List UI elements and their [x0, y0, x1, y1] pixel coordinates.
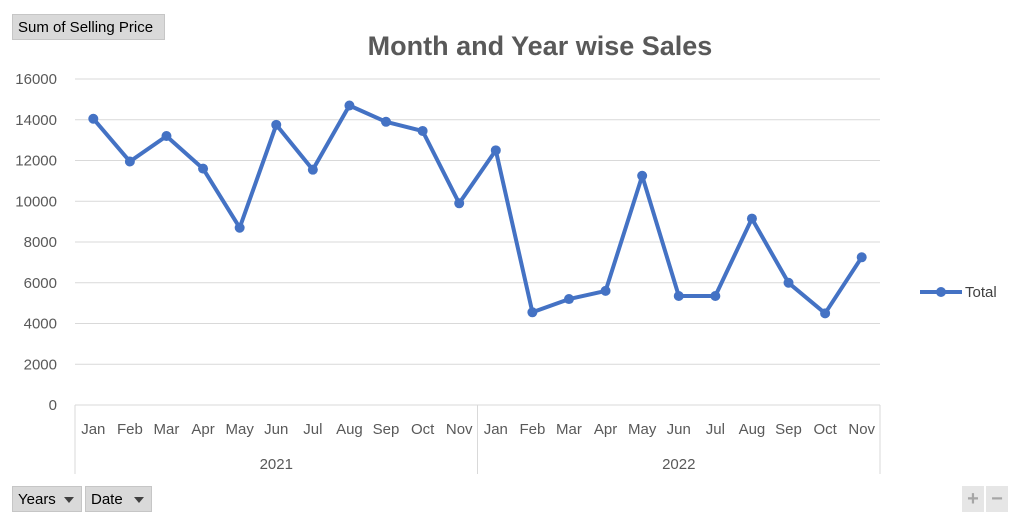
- data-point: [234, 222, 245, 233]
- chart-title: Month and Year wise Sales: [368, 31, 713, 61]
- date-field-button[interactable]: Date: [85, 486, 152, 512]
- y-tick-label: 0: [49, 397, 57, 414]
- x-tick-label: Nov: [446, 421, 473, 438]
- data-point: [490, 145, 501, 156]
- x-tick-label: Aug: [739, 421, 766, 438]
- data-point: [271, 119, 282, 130]
- data-point: [783, 277, 794, 288]
- x-tick-label: Nov: [848, 421, 875, 438]
- y-tick-label: 4000: [24, 316, 57, 333]
- y-tick-label: 8000: [24, 234, 57, 251]
- data-point: [381, 116, 392, 127]
- date-field-label: Date: [91, 490, 123, 508]
- y-tick-label: 10000: [15, 193, 57, 210]
- plus-icon: +: [967, 487, 979, 510]
- legend-marker: [936, 287, 946, 297]
- y-tick-label: 12000: [15, 153, 57, 170]
- data-point: [88, 113, 99, 124]
- data-point: [454, 198, 465, 209]
- years-field-label: Years: [18, 490, 56, 508]
- expand-button[interactable]: +: [962, 486, 984, 512]
- years-field-button[interactable]: Years: [12, 486, 82, 512]
- x-tick-label: Feb: [519, 421, 545, 438]
- x-tick-label: May: [225, 421, 254, 438]
- x-tick-label: Jul: [303, 421, 322, 438]
- y-tick-label: 14000: [15, 112, 57, 129]
- data-point: [637, 170, 648, 181]
- data-point: [673, 290, 684, 301]
- dropdown-arrow-icon[interactable]: [134, 497, 144, 503]
- year-group-label: 2021: [260, 456, 293, 473]
- data-point: [563, 294, 574, 305]
- data-point: [344, 100, 355, 111]
- data-point: [527, 307, 538, 318]
- x-tick-label: Mar: [556, 421, 582, 438]
- x-tick-label: Feb: [117, 421, 143, 438]
- data-point: [820, 308, 831, 319]
- collapse-button[interactable]: −: [986, 486, 1008, 512]
- x-tick-label: Oct: [813, 421, 837, 438]
- value-field-label: Sum of Selling Price: [18, 18, 154, 36]
- dropdown-arrow-icon[interactable]: [64, 497, 74, 503]
- x-tick-label: Jun: [264, 421, 288, 438]
- data-point: [600, 285, 611, 296]
- x-tick-label: Apr: [594, 421, 617, 438]
- data-point: [856, 252, 867, 263]
- x-tick-label: Jun: [667, 421, 691, 438]
- data-point: [161, 131, 172, 142]
- y-tick-label: 6000: [24, 275, 57, 292]
- value-field-button[interactable]: Sum of Selling Price: [12, 14, 165, 40]
- data-point: [307, 164, 318, 175]
- data-point: [710, 290, 721, 301]
- data-point: [746, 213, 757, 224]
- x-tick-label: May: [628, 421, 657, 438]
- data-point: [124, 156, 135, 167]
- data-point: [198, 163, 209, 174]
- x-tick-label: Apr: [191, 421, 214, 438]
- x-tick-label: Jan: [484, 421, 508, 438]
- year-group-label: 2022: [662, 456, 695, 473]
- x-tick-label: Mar: [154, 421, 180, 438]
- x-tick-label: Jul: [706, 421, 725, 438]
- y-tick-label: 2000: [24, 356, 57, 373]
- x-tick-label: Sep: [373, 421, 400, 438]
- data-point: [417, 125, 428, 136]
- series-line-total: [91, 103, 864, 316]
- x-tick-label: Sep: [775, 421, 802, 438]
- x-tick-label: Jan: [81, 421, 105, 438]
- legend-label: Total: [965, 284, 997, 301]
- x-tick-label: Aug: [336, 421, 363, 438]
- x-tick-label: Oct: [411, 421, 435, 438]
- chart-legend: Total: [920, 284, 997, 301]
- y-tick-label: 16000: [15, 71, 57, 88]
- minus-icon: −: [991, 487, 1003, 510]
